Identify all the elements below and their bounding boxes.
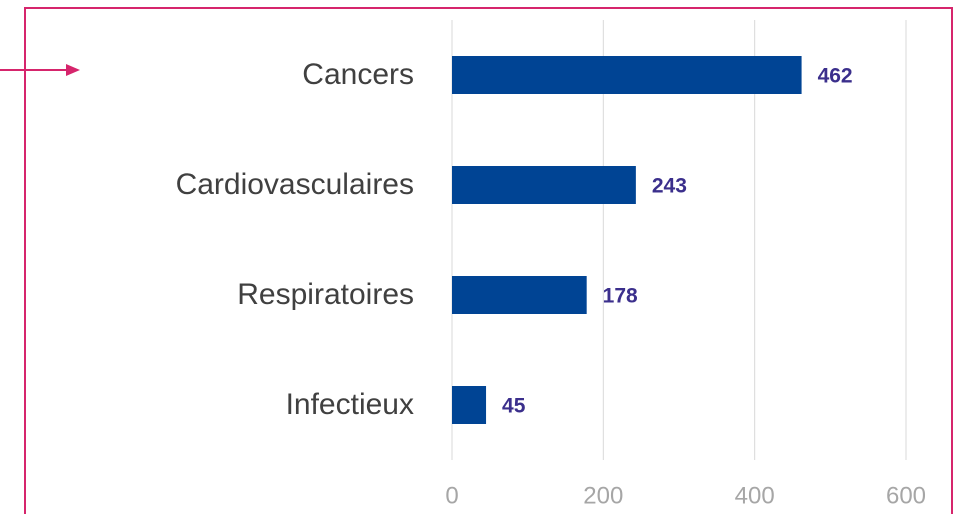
data-label: 462 [818,65,853,88]
x-tick-label: 0 [445,482,458,509]
data-label: 45 [502,395,526,418]
y-tick-label: Cancers [302,58,414,91]
data-label: 243 [652,175,687,198]
frame [0,7,953,514]
y-tick-label: Respiratoires [237,278,414,311]
bar [452,166,636,204]
bar [452,386,487,424]
bar [452,276,587,314]
arrow-head [66,64,80,76]
frame-border [24,7,953,514]
x-tick-label: 200 [583,482,623,509]
x-tick-label: 600 [886,482,926,509]
bar [452,56,802,94]
data-label: 178 [603,285,638,308]
x-tick-label: 400 [735,482,775,509]
y-tick-label: Cardiovasculaires [176,168,414,201]
y-tick-label: Infectieux [286,388,414,421]
